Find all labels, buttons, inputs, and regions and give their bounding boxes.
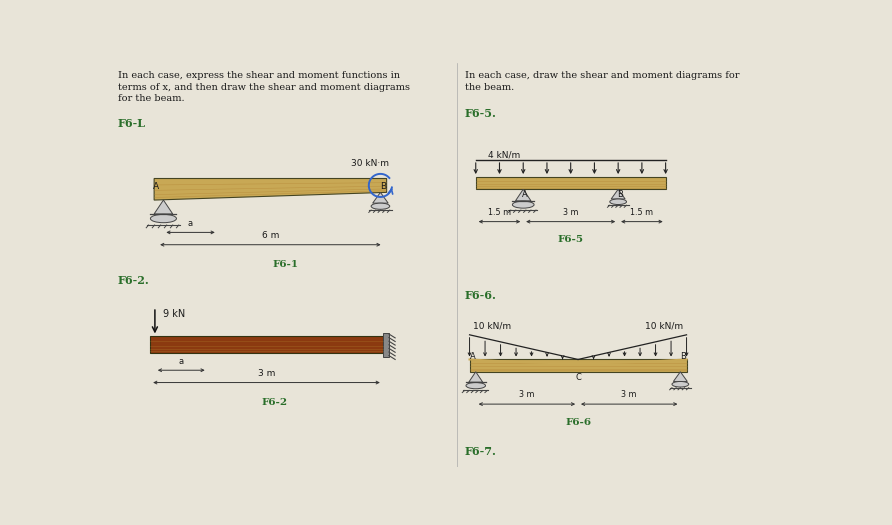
Text: F6-6: F6-6 xyxy=(565,418,591,427)
Bar xyxy=(475,177,665,190)
Ellipse shape xyxy=(512,201,534,208)
Text: A: A xyxy=(470,352,475,361)
Text: 9 kN: 9 kN xyxy=(162,309,185,319)
Polygon shape xyxy=(611,190,625,199)
Text: B: B xyxy=(616,190,623,199)
Text: 3 m: 3 m xyxy=(563,208,578,217)
Ellipse shape xyxy=(610,199,626,205)
Text: 30 kN·m: 30 kN·m xyxy=(351,160,389,169)
Text: C: C xyxy=(575,373,581,382)
Text: F6-7.: F6-7. xyxy=(465,446,497,457)
Ellipse shape xyxy=(151,214,177,223)
Polygon shape xyxy=(154,200,173,214)
Text: F6-1: F6-1 xyxy=(273,260,299,269)
Text: In each case, express the shear and moment functions in
terms of x, and then dra: In each case, express the shear and mome… xyxy=(118,71,409,103)
Text: B: B xyxy=(681,352,686,361)
Text: 4 kN/m: 4 kN/m xyxy=(488,151,520,160)
Bar xyxy=(469,360,687,372)
Text: 3 m: 3 m xyxy=(622,391,637,400)
Text: 6 m: 6 m xyxy=(261,231,279,240)
Bar xyxy=(383,332,389,357)
Text: 1.5 m: 1.5 m xyxy=(631,208,654,217)
Text: 3 m: 3 m xyxy=(519,391,534,400)
Polygon shape xyxy=(516,190,531,201)
Text: In each case, draw the shear and moment diagrams for
the beam.: In each case, draw the shear and moment … xyxy=(465,71,739,91)
Text: F6-2.: F6-2. xyxy=(118,275,150,286)
Text: F6-5.: F6-5. xyxy=(465,108,497,119)
Text: a: a xyxy=(188,219,193,228)
Text: A: A xyxy=(153,182,159,191)
Polygon shape xyxy=(154,178,386,200)
Text: 3 m: 3 m xyxy=(258,369,276,378)
Polygon shape xyxy=(469,372,483,382)
Ellipse shape xyxy=(371,203,390,209)
Text: 10 kN/m: 10 kN/m xyxy=(645,321,682,330)
Text: 10 kN/m: 10 kN/m xyxy=(474,321,511,330)
Text: F6-2: F6-2 xyxy=(261,398,287,407)
Text: F6-6.: F6-6. xyxy=(465,290,497,301)
Text: F6-5: F6-5 xyxy=(558,236,583,245)
Text: B: B xyxy=(381,182,386,191)
Text: a: a xyxy=(178,356,184,365)
Polygon shape xyxy=(673,372,688,382)
Bar xyxy=(150,337,383,353)
Text: 1.5 m: 1.5 m xyxy=(488,208,511,217)
Polygon shape xyxy=(373,192,388,203)
Text: F6-L: F6-L xyxy=(118,119,145,130)
Ellipse shape xyxy=(466,383,485,388)
Text: A: A xyxy=(522,190,528,199)
Ellipse shape xyxy=(672,382,689,387)
